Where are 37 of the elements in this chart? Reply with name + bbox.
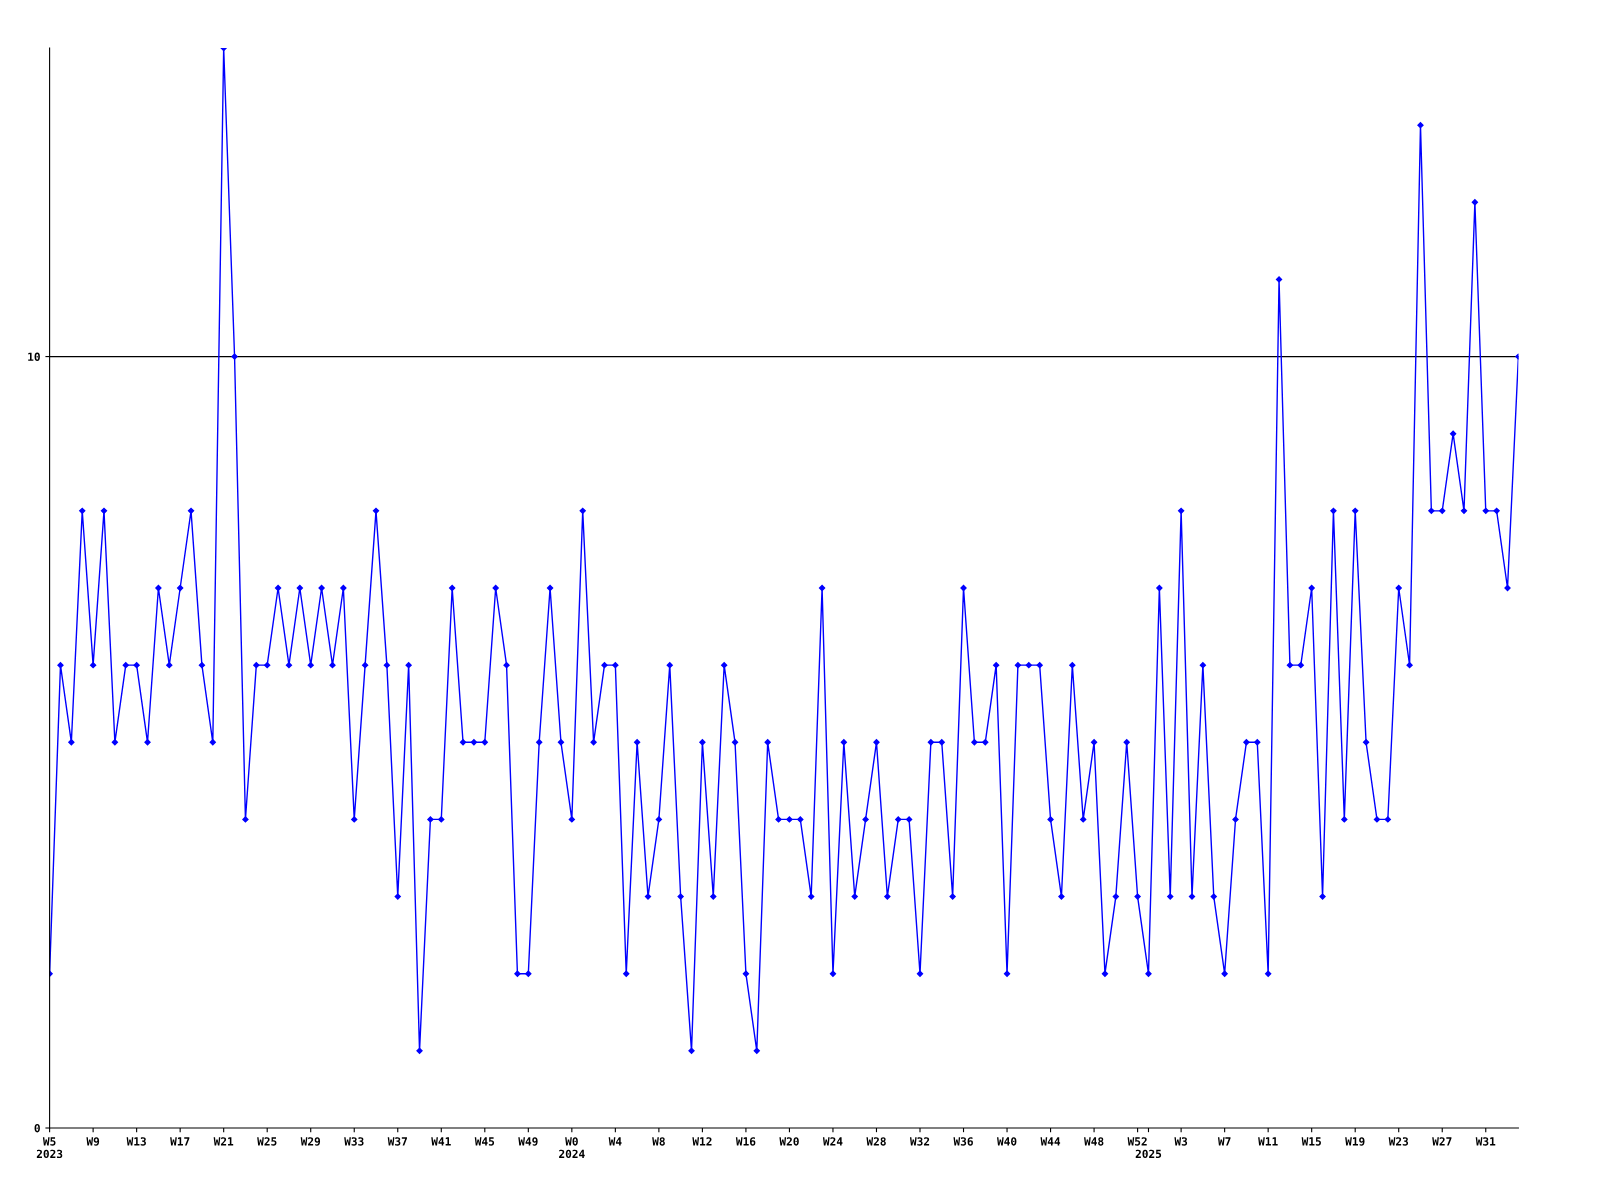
x-tick-label: W31: [1475, 1137, 1496, 1146]
y-tick-label: 10: [28, 352, 40, 361]
x-tick-label: W16: [735, 1137, 756, 1146]
x-tick-label: W7: [1217, 1137, 1231, 1146]
x-tick-label: W0 2024: [559, 1137, 585, 1159]
x-tick-label: W20: [779, 1137, 799, 1146]
x-tick-label: W19: [1345, 1137, 1365, 1146]
x-tick-label: W25: [257, 1137, 277, 1146]
x-tick-label: W40: [997, 1137, 1017, 1146]
x-tick-label: W24: [822, 1137, 843, 1146]
x-tick-label: 2025: [1135, 1149, 1162, 1159]
x-tick-label: W37: [387, 1137, 407, 1146]
x-tick-label: W41: [431, 1137, 451, 1146]
x-tick-label: W8: [652, 1137, 665, 1146]
x-tick-label: W32: [909, 1137, 930, 1146]
x-tick-label: W5 2023: [36, 1137, 63, 1159]
x-tick-label: W17: [170, 1137, 190, 1146]
x-tick-label: W45: [474, 1137, 495, 1146]
x-tick-label: W28: [866, 1137, 886, 1146]
x-tick-label: W33: [344, 1137, 364, 1146]
y-tick-label: 0: [34, 1123, 40, 1133]
x-tick-label: W21: [213, 1137, 234, 1146]
x-tick-label: W27: [1432, 1137, 1452, 1146]
x-tick-label: W48: [1084, 1137, 1104, 1146]
x-tick-label: W23: [1388, 1137, 1409, 1146]
x-tick-label: W44: [1040, 1137, 1061, 1146]
x-tick-label: W52: [1127, 1137, 1147, 1146]
x-tick-label: W29: [300, 1137, 321, 1146]
x-tick-label: W3: [1174, 1137, 1188, 1146]
x-tick-label: W15: [1301, 1137, 1321, 1146]
x-tick-label: W13: [126, 1137, 146, 1146]
x-tick-label: W49: [518, 1137, 538, 1146]
x-tick-label: W9: [86, 1137, 100, 1146]
x-tick-label: W4: [608, 1137, 622, 1146]
x-tick-label: W11: [1258, 1137, 1278, 1146]
x-tick-label: W12: [692, 1137, 712, 1146]
x-tick-label: W36: [953, 1137, 973, 1146]
